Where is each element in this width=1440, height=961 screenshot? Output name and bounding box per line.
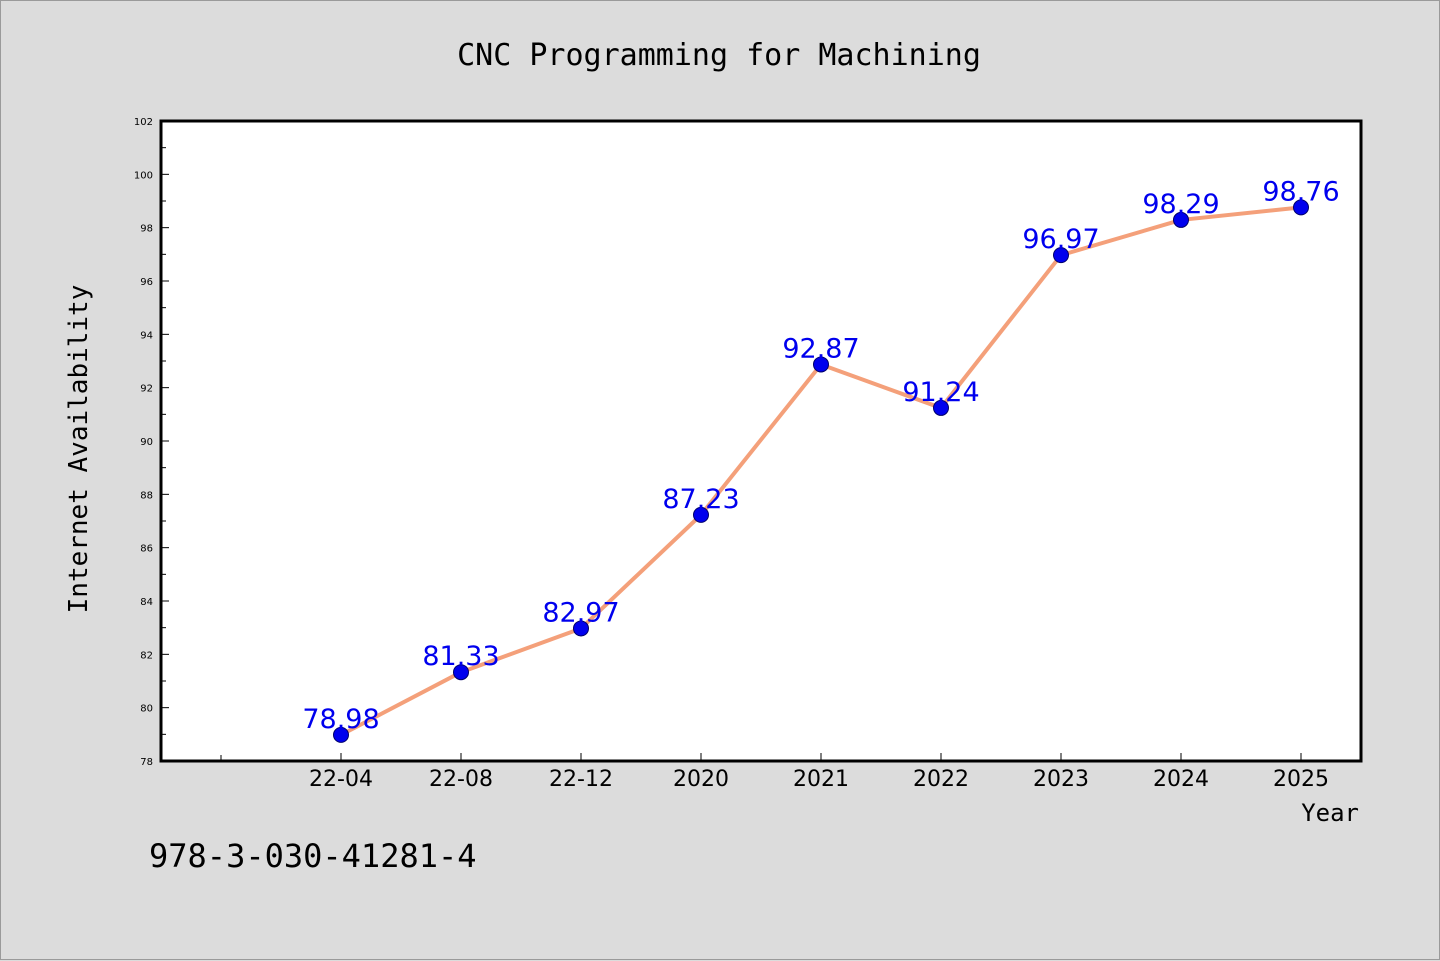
x-axis: 22-04 22-08 22-12 2020 2021 2022 2023 2024 2025 bbox=[220, 753, 1329, 792]
x-tick-label: 2020 bbox=[673, 767, 729, 792]
y-tick-label: 94 bbox=[140, 330, 153, 341]
data-label: 91.24 bbox=[902, 377, 979, 408]
y-tick-label: 100 bbox=[134, 170, 153, 181]
data-label: 81.33 bbox=[422, 641, 499, 672]
y-tick-label: 84 bbox=[140, 597, 153, 608]
data-point bbox=[1173, 211, 1189, 228]
data-point bbox=[933, 399, 949, 416]
x-tick-label: 22-04 bbox=[309, 767, 373, 792]
x-tick-label: 22-12 bbox=[549, 767, 613, 792]
y-axis-label: Internet Availability bbox=[64, 285, 94, 614]
y-tick-label: 88 bbox=[140, 490, 153, 501]
data-point bbox=[1053, 247, 1069, 264]
x-tick-label: 2024 bbox=[1153, 767, 1209, 792]
y-tick-label: 90 bbox=[140, 437, 153, 448]
data-label: 92.87 bbox=[782, 333, 859, 364]
data-label: 82.97 bbox=[542, 597, 619, 628]
data-point bbox=[1293, 199, 1309, 216]
data-label: 98.76 bbox=[1262, 176, 1339, 207]
y-tick-label: 98 bbox=[140, 224, 153, 235]
y-tick-label: 82 bbox=[140, 650, 153, 661]
data-label: 96.97 bbox=[1022, 224, 1099, 255]
y-tick-label: 96 bbox=[140, 277, 153, 288]
y-tick-label: 102 bbox=[134, 117, 153, 128]
data-point bbox=[693, 506, 709, 523]
data-point bbox=[333, 726, 349, 743]
x-tick-label: 2021 bbox=[793, 767, 849, 792]
x-tick-label: 22-08 bbox=[429, 767, 493, 792]
data-label: 78.98 bbox=[302, 704, 379, 735]
series-group: 78.98 81.33 82.97 87.23 92.87 91.24 96.97 98.29… bbox=[302, 176, 1340, 743]
x-tick-label: 2025 bbox=[1273, 767, 1329, 792]
y-tick-label: 78 bbox=[140, 757, 153, 768]
y-tick-label: 86 bbox=[140, 544, 153, 555]
data-point bbox=[453, 664, 469, 681]
data-label: 87.23 bbox=[662, 484, 739, 515]
data-label: 98.29 bbox=[1142, 189, 1219, 220]
data-point bbox=[573, 620, 589, 637]
footer-note: 978-3-030-41281-4 bbox=[149, 837, 477, 875]
y-axis: 78 80 82 84 86 88 90 92 94 96 98 100 102 bbox=[134, 117, 169, 768]
x-tick-label: 2023 bbox=[1033, 767, 1089, 792]
x-tick-label: 2022 bbox=[913, 767, 969, 792]
chart-title: CNC Programming for Machining bbox=[457, 38, 981, 73]
x-axis-label: Year bbox=[1301, 799, 1359, 827]
y-tick-label: 92 bbox=[140, 384, 153, 395]
y-tick-label: 80 bbox=[140, 704, 153, 715]
data-point bbox=[813, 356, 829, 373]
